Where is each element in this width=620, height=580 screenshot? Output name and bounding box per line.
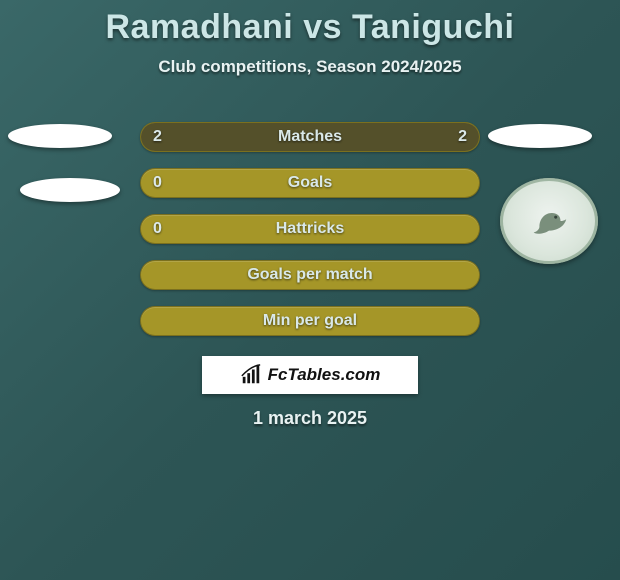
- stat-label: Hattricks: [276, 220, 344, 238]
- stat-left-value: 0: [153, 174, 162, 192]
- brand-text: FcTables.com: [268, 365, 381, 385]
- bird-icon: [526, 198, 572, 244]
- stat-label: Goals per match: [247, 266, 372, 284]
- stat-right-value: 2: [458, 128, 467, 146]
- page-subtitle: Club competitions, Season 2024/2025: [0, 57, 620, 77]
- stat-label: Goals: [288, 174, 332, 192]
- stat-left-value: 0: [153, 220, 162, 238]
- stat-left-value: 2: [153, 128, 162, 146]
- club-crest: [500, 178, 598, 264]
- stat-label: Matches: [278, 128, 342, 146]
- brand-box: FcTables.com: [202, 356, 418, 394]
- stat-row-goals: 0 Goals: [140, 168, 480, 198]
- player-left-ellipse-1: [8, 124, 112, 148]
- date-label: 1 march 2025: [0, 408, 620, 429]
- stat-label: Min per goal: [263, 312, 357, 330]
- page-title: Ramadhani vs Taniguchi: [0, 0, 620, 47]
- stat-row-hattricks: 0 Hattricks: [140, 214, 480, 244]
- stat-row-min-per-goal: Min per goal: [140, 306, 480, 336]
- stat-row-matches: 2 Matches 2: [140, 122, 480, 152]
- stat-row-goals-per-match: Goals per match: [140, 260, 480, 290]
- player-left-ellipse-2: [20, 178, 120, 202]
- player-right-ellipse-1: [488, 124, 592, 148]
- stats-container: 2 Matches 2 0 Goals 0 Hattricks Goals pe…: [140, 122, 480, 352]
- bar-chart-icon: [240, 364, 262, 386]
